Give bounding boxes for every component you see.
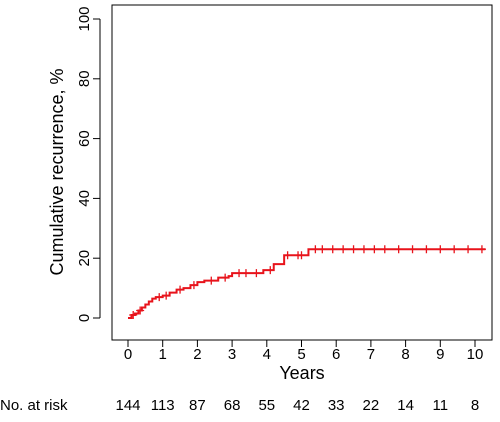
censor-mark [349, 245, 358, 254]
risk-count: 87 [189, 397, 206, 414]
y-tick-label: 80 [76, 70, 93, 87]
risk-count: 68 [224, 397, 241, 414]
censor-mark [252, 269, 261, 278]
x-axis-label: Years [279, 363, 324, 383]
censor-mark [221, 273, 230, 282]
risk-count: 22 [363, 397, 380, 414]
censor-mark [235, 269, 244, 278]
censor-mark [422, 245, 431, 254]
plot-frame [111, 4, 493, 341]
censor-mark [136, 306, 145, 315]
censor-mark [266, 266, 275, 275]
censor-mark [318, 245, 327, 254]
risk-count: 42 [293, 397, 310, 414]
y-tick-label: 0 [76, 314, 93, 322]
censor-mark [359, 245, 368, 254]
y-tick-label: 40 [76, 190, 93, 207]
y-axis-label: Cumulative recurrence, % [47, 68, 67, 275]
risk-count: 144 [115, 397, 140, 414]
risk-count: 33 [328, 397, 345, 414]
censor-mark [477, 245, 486, 254]
censor-mark [339, 245, 348, 254]
censor-mark [207, 276, 216, 285]
x-tick-label: 3 [228, 346, 236, 363]
risk-count: 113 [151, 397, 175, 414]
censor-mark [176, 285, 185, 294]
x-tick-label: 9 [436, 346, 444, 363]
x-tick-label: 8 [401, 346, 409, 363]
censor-mark [408, 245, 417, 254]
y-tick-label: 20 [76, 250, 93, 267]
censor-mark [380, 245, 389, 254]
censor-mark [283, 251, 292, 260]
risk-count: 8 [471, 397, 479, 414]
risk-count: 11 [433, 397, 449, 414]
censor-mark [162, 291, 171, 300]
censor-mark [450, 245, 459, 254]
x-tick-label: 10 [467, 346, 484, 363]
y-tick-label: 100 [76, 6, 93, 31]
risk-table-label: No. at risk [0, 397, 68, 414]
x-tick-label: 2 [193, 346, 201, 363]
x-tick-label: 5 [297, 346, 305, 363]
y-tick-label: 60 [76, 130, 93, 147]
censor-mark [328, 245, 337, 254]
risk-count: 14 [397, 397, 414, 414]
censor-mark [464, 245, 473, 254]
x-tick-label: 1 [159, 346, 167, 363]
censor-mark [129, 311, 138, 320]
x-tick-label: 7 [367, 346, 375, 363]
x-tick-label: 4 [263, 346, 271, 363]
x-tick-label: 6 [332, 346, 340, 363]
censor-mark [436, 245, 445, 254]
step-line [128, 248, 486, 319]
x-tick-label: 0 [124, 346, 132, 363]
censor-mark [370, 245, 379, 254]
censor-mark [311, 245, 320, 254]
censor-mark [297, 251, 306, 260]
risk-count: 55 [258, 397, 275, 414]
censor-mark [241, 269, 250, 278]
censor-mark [155, 293, 164, 302]
censor-mark [189, 281, 198, 290]
censor-mark [394, 245, 403, 254]
